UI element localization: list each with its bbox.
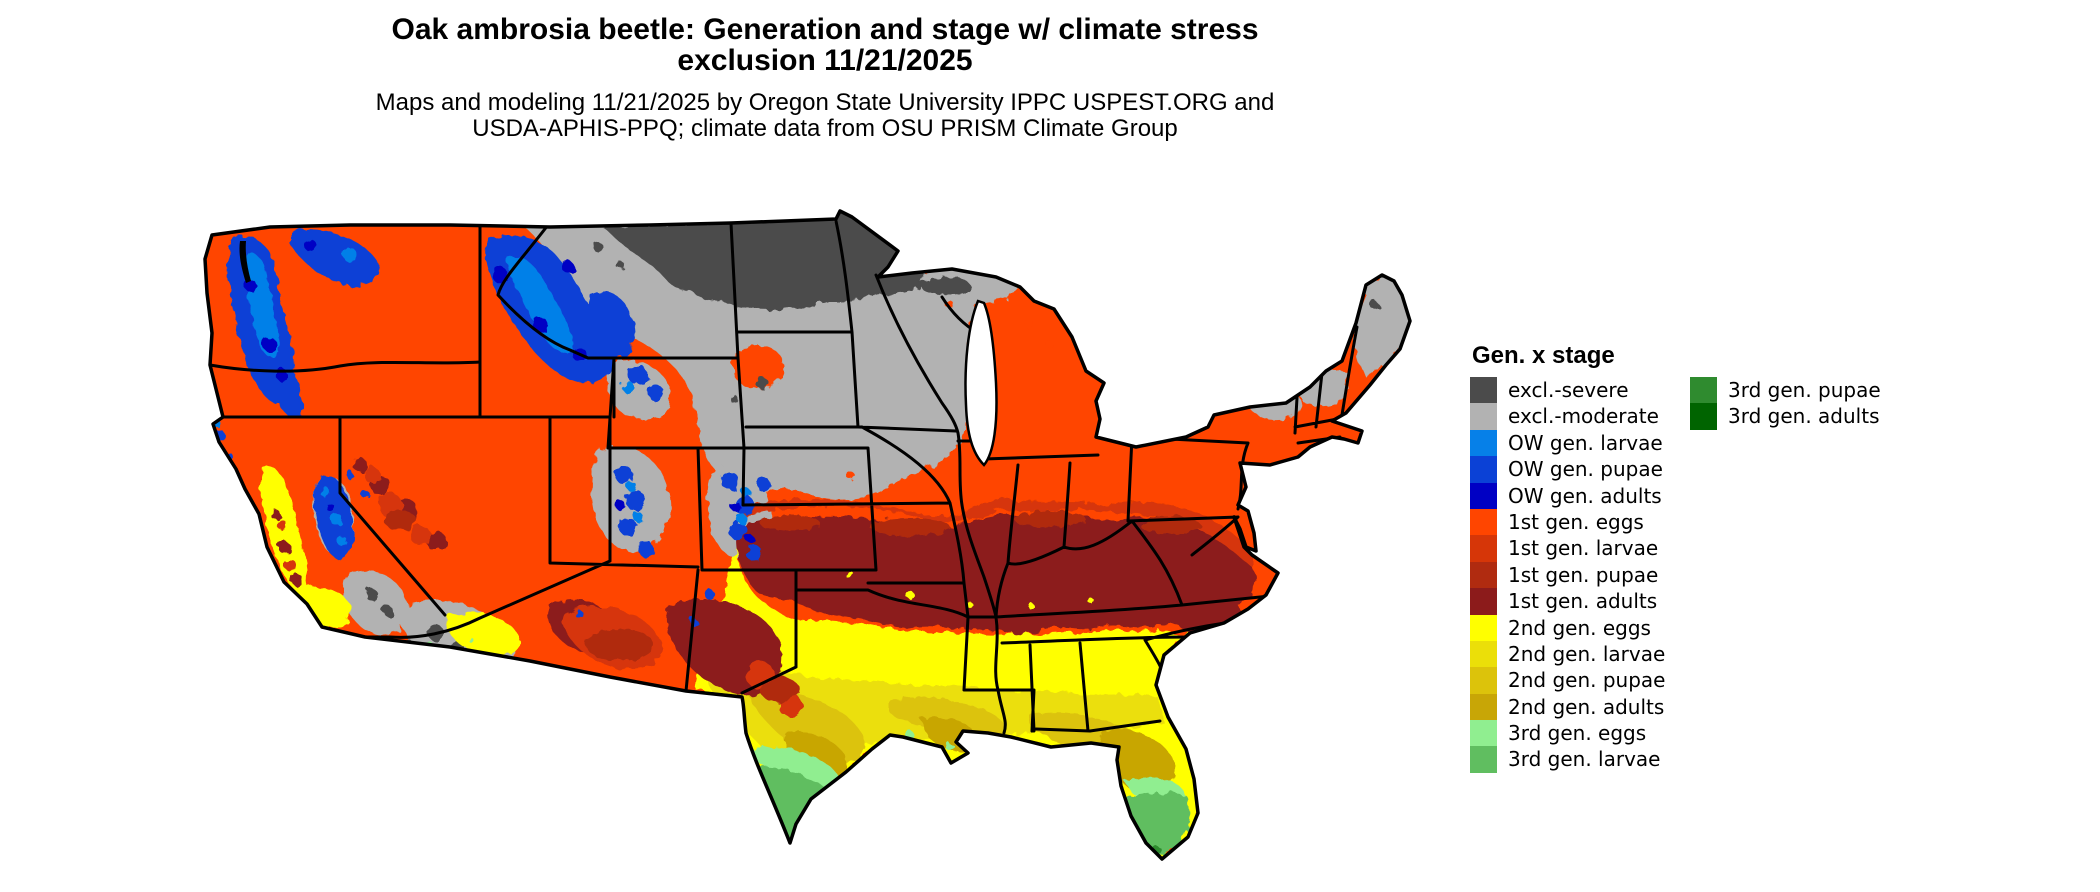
legend-swatch <box>1470 614 1497 641</box>
legend-swatch <box>1470 640 1497 668</box>
puget-sound <box>239 241 251 283</box>
legend-label: excl.-severe <box>1508 378 1629 402</box>
legend-swatch <box>1470 403 1497 430</box>
legend-label: 1st gen. eggs <box>1508 509 1644 534</box>
map-subtitle: Maps and modeling 11/21/2025 by Oregon S… <box>90 90 1560 142</box>
legend-swatch <box>1470 746 1497 773</box>
region-first-pupae <box>384 510 1200 702</box>
state-borders <box>208 219 1359 735</box>
legend-item: 3rd gen. larvae <box>1470 746 1665 773</box>
legend-swatch <box>1470 456 1497 483</box>
legend-item: 3rd gen. adults <box>1690 403 1881 430</box>
title-line-2: exclusion 11/21/2025 <box>677 44 973 77</box>
legend-column-2: 3rd gen. pupae 3rd gen. adults <box>1690 377 1881 430</box>
legend-swatch <box>1690 403 1717 430</box>
legend-item: 1st gen. eggs <box>1470 508 1665 536</box>
legend-label: 3rd gen. adults <box>1728 404 1880 429</box>
legend-item: 1st gen. pupae <box>1470 561 1665 589</box>
legend-swatch <box>1470 720 1497 747</box>
region-maine-severe-dot <box>1370 301 1378 309</box>
map-fill-layers <box>205 211 1410 880</box>
legend-item: 2nd gen. adults <box>1470 693 1665 721</box>
speckles-yellow <box>846 571 1093 608</box>
region-northeast-gray <box>1246 274 1410 421</box>
subtitle-line-2: USDA-APHIS-PPQ; climate data from OSU PR… <box>472 115 1178 142</box>
region-first-adults-band <box>735 514 1257 637</box>
conus-map <box>150 175 1460 890</box>
legend-label: 3rd gen. pupae <box>1728 378 1881 402</box>
legend-swatch <box>1470 693 1497 721</box>
region-ow-adults-blues <box>244 239 754 543</box>
legend-swatch <box>1470 667 1497 694</box>
legend-swatch <box>1470 588 1497 615</box>
legend-swatch <box>1470 377 1497 404</box>
legend-label: 1st gen. adults <box>1508 589 1658 614</box>
legend-item: 2nd gen. eggs <box>1470 614 1665 641</box>
legend-item: OW gen. pupae <box>1470 456 1665 483</box>
map-title: Oak ambrosia beetle: Generation and stag… <box>90 14 1560 76</box>
legend-swatch <box>1690 377 1717 404</box>
legend-swatch <box>1470 482 1497 509</box>
legend-label: OW gen. pupae <box>1508 457 1663 482</box>
legend-item: 2nd gen. pupae <box>1470 667 1666 694</box>
legend-label: 3rd gen. larvae <box>1508 747 1661 772</box>
legend-swatch <box>1470 561 1497 589</box>
region-excl-severe-wisconsin-fringe <box>919 276 972 295</box>
legend-label: 2nd gen. larvae <box>1508 641 1666 666</box>
legend-label: 1st gen. larvae <box>1508 536 1659 561</box>
legend-item: OW gen. adults <box>1470 482 1665 509</box>
region-third-adults-dots <box>1119 870 1153 880</box>
legend-label: 2nd gen. eggs <box>1508 615 1651 640</box>
legend-title: Gen. x stage <box>1472 342 1615 369</box>
conus-map-svg <box>203 209 1412 880</box>
legend-label: 3rd gen. eggs <box>1508 721 1647 746</box>
legend-label: 2nd gen. pupae <box>1508 668 1666 693</box>
legend-swatch <box>1470 508 1497 536</box>
legend-label: OW gen. adults <box>1508 483 1662 508</box>
lake-michigan <box>964 299 998 467</box>
map-raster-regions <box>212 211 1410 880</box>
legend-item: 2nd gen. larvae <box>1470 640 1666 668</box>
legend-label: OW gen. larvae <box>1508 430 1663 455</box>
legend-column-1: excl.-severe excl.-moderate OW gen. larv… <box>1470 377 1665 773</box>
legend-item: excl.-severe <box>1470 377 1665 404</box>
subtitle-line-1: Maps and modeling 11/21/2025 by Oregon S… <box>375 89 1275 116</box>
legend-item: OW gen. larvae <box>1470 429 1665 457</box>
legend-item: 3rd gen. pupae <box>1690 377 1881 404</box>
legend-label: 1st gen. pupae <box>1508 562 1659 587</box>
legend-swatch <box>1470 535 1497 562</box>
legend-label: excl.-moderate <box>1508 404 1659 429</box>
speckles-red <box>846 301 1053 488</box>
region-black-hills <box>732 345 784 389</box>
legend-label: 2nd gen. adults <box>1508 694 1665 719</box>
legend-item: 1st gen. larvae <box>1470 535 1665 562</box>
title-line-1: Oak ambrosia beetle: Generation and stag… <box>391 13 1259 46</box>
legend-item: 3rd gen. eggs <box>1470 720 1665 747</box>
legend-item: 1st gen. adults <box>1470 588 1665 615</box>
region-excl-severe-north <box>602 211 924 311</box>
us-outline <box>203 209 1412 861</box>
legend-swatch <box>1470 429 1497 457</box>
legend-item: excl.-moderate <box>1470 403 1665 430</box>
